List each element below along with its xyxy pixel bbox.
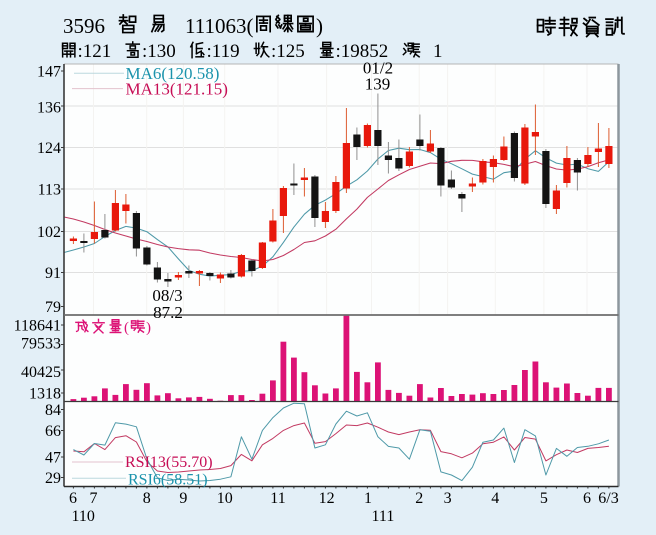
svg-text:139: 139 <box>365 75 391 94</box>
svg-text:113: 113 <box>38 182 61 199</box>
svg-text:6: 6 <box>583 490 591 507</box>
svg-text:6: 6 <box>69 490 77 507</box>
svg-text:111: 111 <box>372 508 395 525</box>
svg-text:29: 29 <box>45 470 61 487</box>
svg-text:12: 12 <box>319 490 335 507</box>
svg-text:124: 124 <box>37 140 61 157</box>
svg-text:40425: 40425 <box>21 364 61 381</box>
svg-text:11: 11 <box>270 490 285 507</box>
svg-text:118641: 118641 <box>14 318 61 335</box>
svg-text::119: :119 <box>207 41 240 62</box>
svg-text:6/3: 6/3 <box>598 490 618 507</box>
svg-text:5: 5 <box>540 490 548 507</box>
svg-text:08/3: 08/3 <box>152 286 182 305</box>
svg-text:84: 84 <box>45 402 61 419</box>
svg-text:136: 136 <box>37 100 61 117</box>
svg-text:1: 1 <box>364 490 372 507</box>
svg-text:47: 47 <box>45 450 61 467</box>
svg-text:MA13(121.15): MA13(121.15) <box>126 80 228 99</box>
svg-text:10: 10 <box>217 490 233 507</box>
svg-text:3596: 3596 <box>63 14 105 38</box>
svg-text:(: ( <box>124 320 129 336</box>
svg-text:1: 1 <box>433 41 443 62</box>
svg-text:7: 7 <box>90 490 98 507</box>
svg-text:102: 102 <box>37 224 61 241</box>
svg-text:01/2: 01/2 <box>363 59 393 78</box>
svg-text:3: 3 <box>444 490 452 507</box>
svg-text::125: :125 <box>271 41 305 62</box>
svg-text:RSI13(55.70): RSI13(55.70) <box>125 454 213 471</box>
svg-text:4: 4 <box>491 490 499 507</box>
svg-text:91: 91 <box>45 265 61 282</box>
svg-text:): ) <box>316 14 323 38</box>
svg-text:9: 9 <box>179 490 187 507</box>
svg-text:87.2: 87.2 <box>153 303 183 322</box>
svg-text::121: :121 <box>78 41 112 62</box>
svg-text::19852: :19852 <box>336 41 389 62</box>
svg-text:2: 2 <box>415 490 423 507</box>
svg-text:1318: 1318 <box>29 386 61 403</box>
svg-text:8: 8 <box>143 490 151 507</box>
svg-text::130: :130 <box>142 41 176 62</box>
svg-text:147: 147 <box>37 64 61 81</box>
svg-text:79533: 79533 <box>21 336 61 353</box>
svg-text:MA6(120.58): MA6(120.58) <box>126 64 220 83</box>
svg-text:110: 110 <box>72 508 95 525</box>
svg-text:66: 66 <box>45 423 61 440</box>
svg-text:RSI6(58.51): RSI6(58.51) <box>128 472 208 489</box>
svg-text:79: 79 <box>45 299 61 316</box>
svg-text:111063(: 111063( <box>185 14 253 38</box>
svg-text:): ) <box>146 320 151 336</box>
